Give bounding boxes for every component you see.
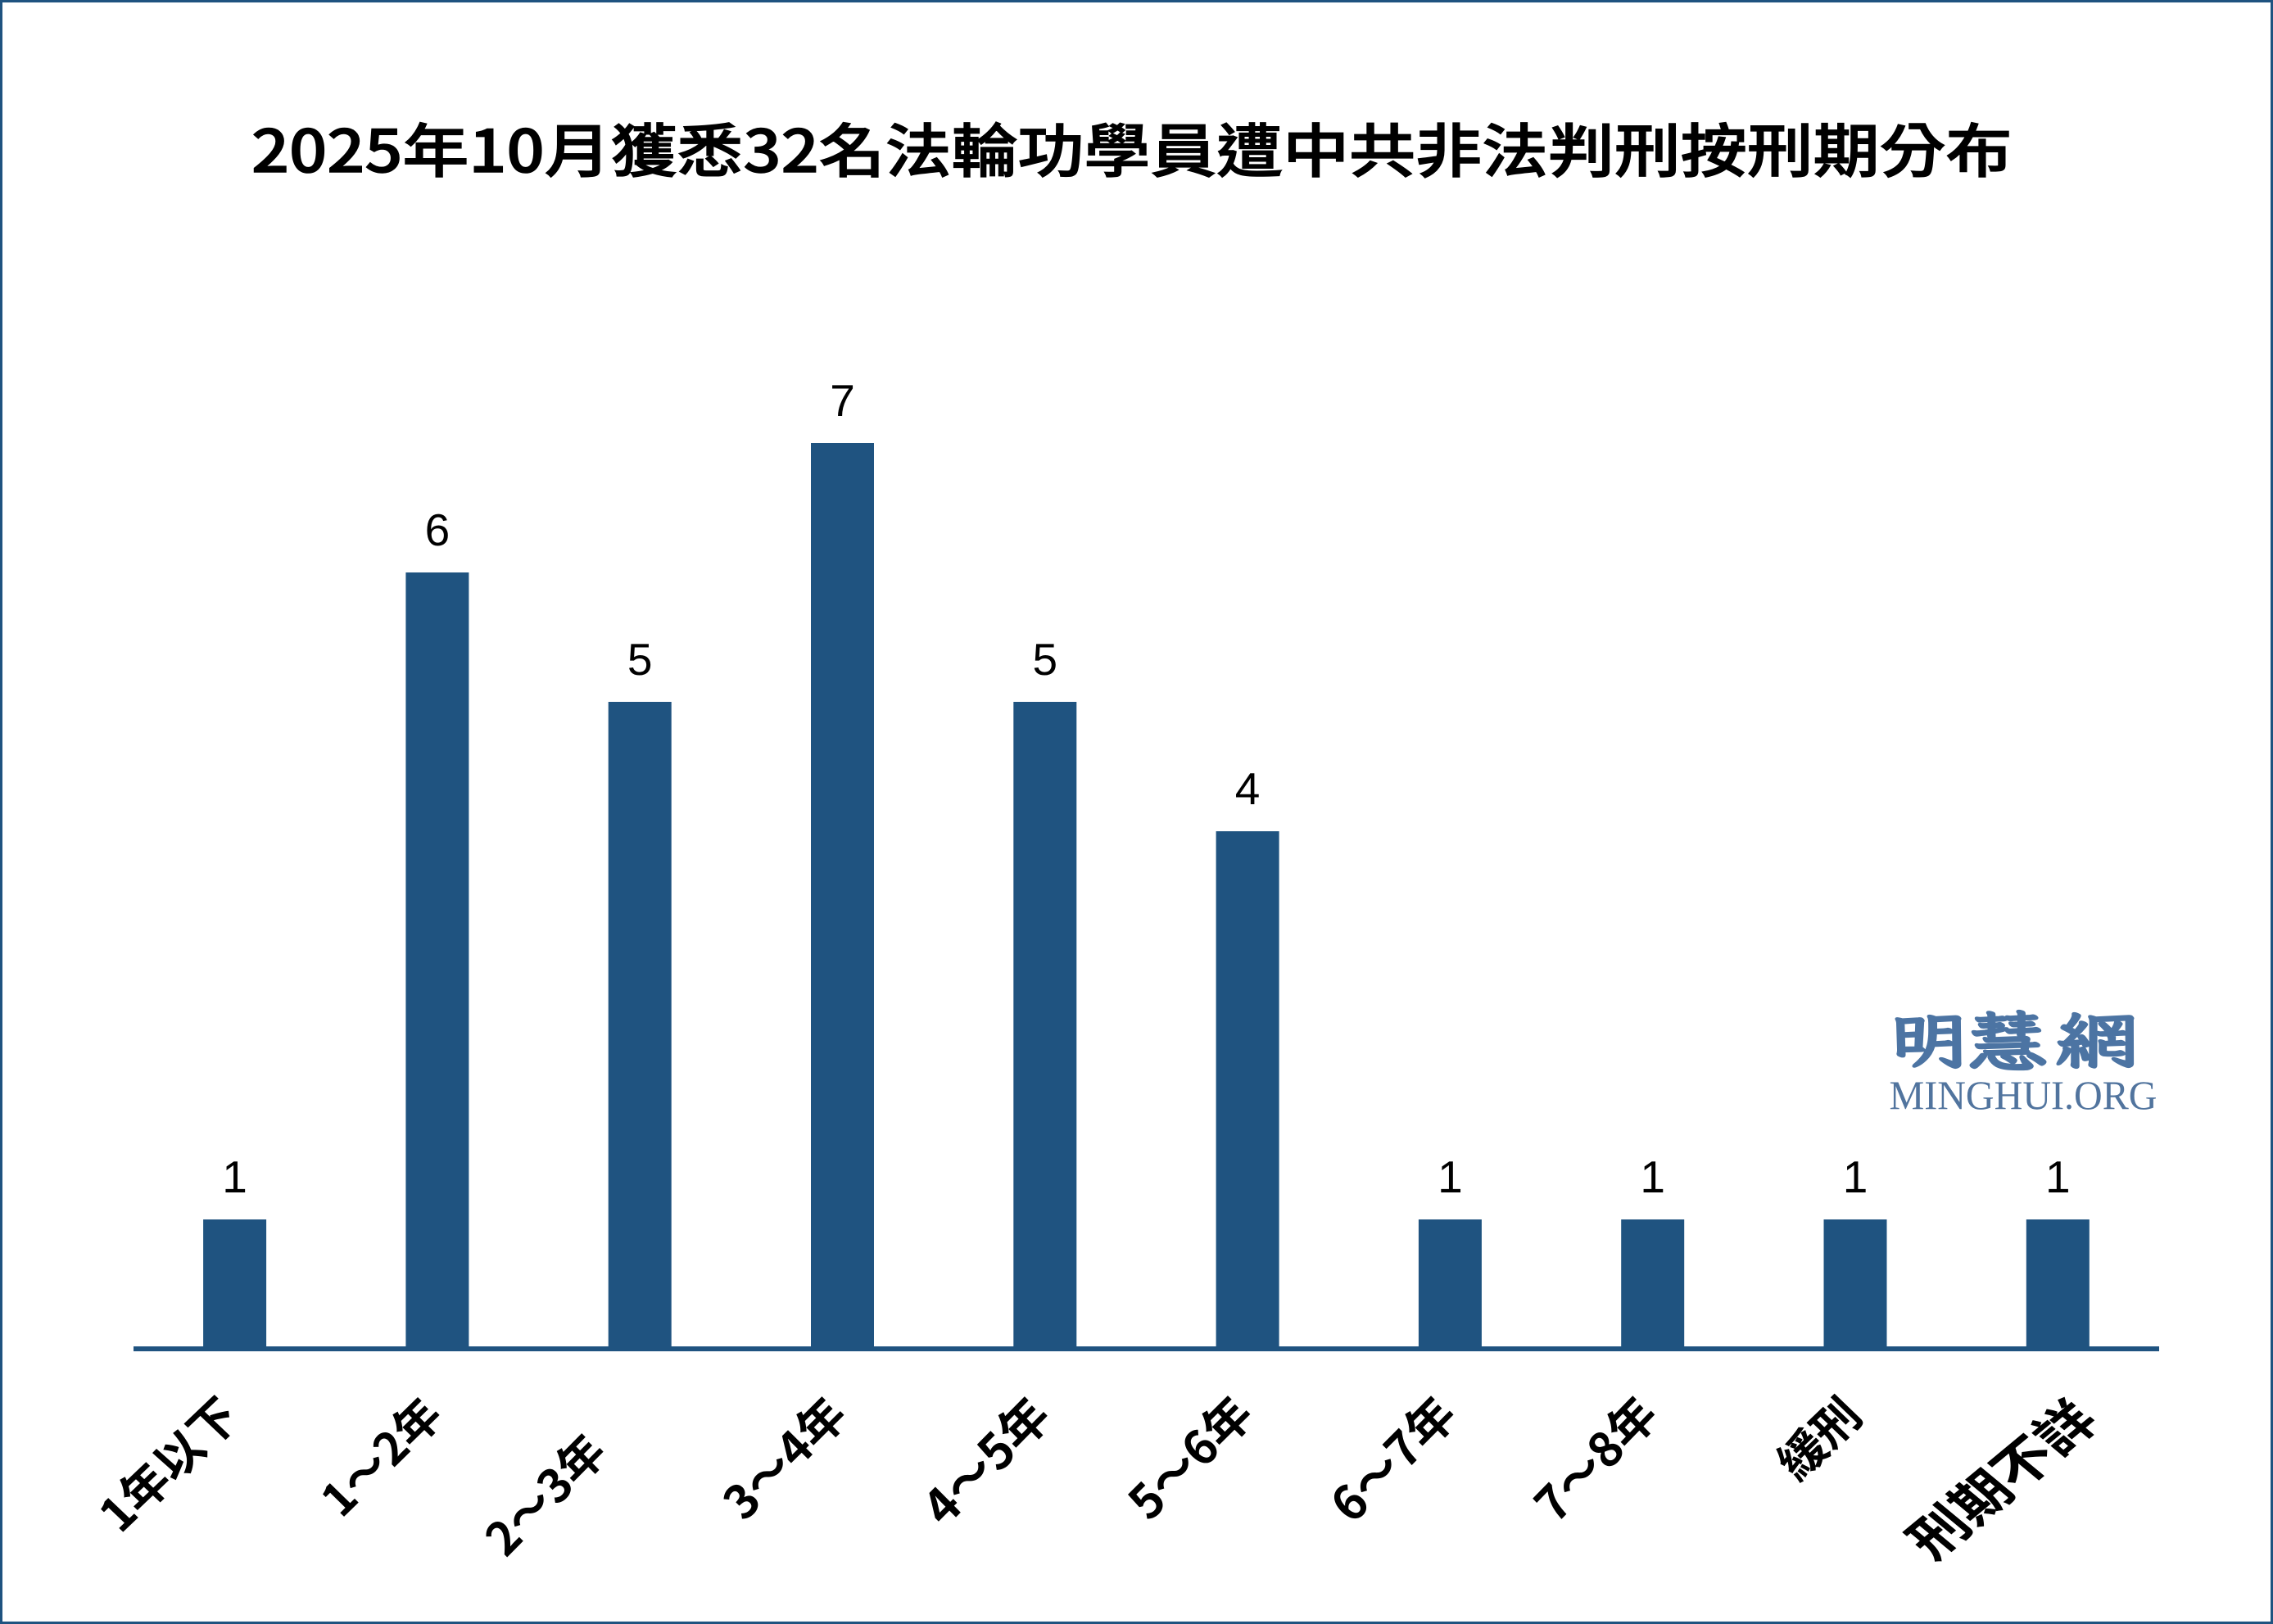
svg-text:1: 1	[222, 1151, 247, 1202]
svg-text:5: 5	[1033, 634, 1058, 685]
svg-text:MINGHUI.ORG: MINGHUI.ORG	[1890, 1072, 2158, 1118]
svg-text:5: 5	[627, 634, 653, 685]
svg-text:7: 7	[830, 375, 855, 426]
svg-text:6: 6	[425, 504, 451, 555]
svg-text:1: 1	[1843, 1151, 1868, 1202]
svg-text:4: 4	[1235, 763, 1261, 814]
svg-text:1: 1	[2045, 1151, 2071, 1202]
svg-text:1: 1	[1438, 1151, 1463, 1202]
svg-text:1: 1	[1640, 1151, 1665, 1202]
